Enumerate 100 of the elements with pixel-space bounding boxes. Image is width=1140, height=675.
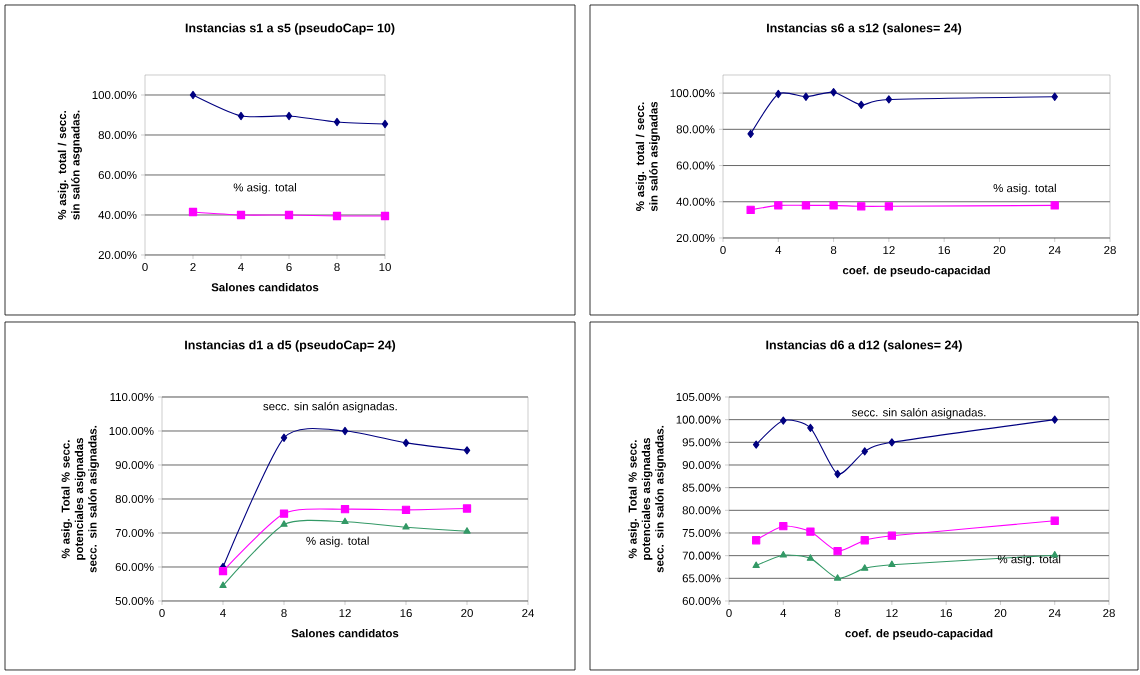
point	[402, 523, 410, 530]
point	[834, 469, 841, 479]
point	[219, 581, 227, 589]
point	[381, 119, 389, 129]
x-tick-label: 20	[994, 609, 1007, 618]
point	[752, 561, 760, 568]
point	[188, 207, 198, 217]
point	[189, 90, 197, 100]
x-tick-label: 8	[834, 609, 841, 618]
point	[1050, 201, 1059, 210]
x-tick-label: 20	[461, 609, 473, 618]
point	[341, 426, 349, 436]
x-tick-label: 28	[1103, 609, 1115, 618]
point	[833, 574, 842, 581]
point	[861, 447, 868, 456]
y-tick-label: 80.00%	[115, 494, 154, 504]
x-tick-label: 16	[938, 246, 951, 255]
point	[401, 505, 411, 515]
y-tick-label: 20.00%	[98, 250, 137, 260]
chart-title: Instancias s1 a s5 (pseudoCap= 10)	[185, 23, 395, 35]
point	[780, 416, 787, 425]
x-tick-label: 4	[775, 246, 782, 254]
point	[830, 88, 837, 97]
point	[802, 92, 810, 101]
y-tick-label: 90.00%	[115, 460, 154, 470]
x-tick-label: 24	[1048, 609, 1061, 617]
y-tick-label: 100.00%	[109, 426, 154, 436]
y-axis-title: % asig. total / secc. sin salón asignadas	[635, 101, 660, 212]
x-tick-label: 0	[159, 609, 165, 618]
x-tick-label: 4	[238, 263, 244, 271]
x-tick-label: 16	[400, 609, 412, 618]
y-tick-label: 100.00%	[676, 415, 721, 424]
point	[801, 201, 811, 210]
x-tick-label: 12	[883, 246, 895, 254]
annotation: secc. sin salón asignadas.	[263, 401, 397, 413]
x-tick-label: 24	[1048, 246, 1061, 254]
x-tick-label: 24	[522, 609, 535, 617]
point	[285, 111, 293, 121]
point	[857, 202, 866, 211]
y-tick-label: 80.00%	[682, 506, 721, 515]
point	[279, 509, 289, 518]
x-tick-label: 10	[379, 263, 391, 272]
y-tick-label: 60.00%	[98, 170, 137, 180]
x-tick-label: 12	[339, 609, 351, 617]
y-tick-label: 105.00%	[676, 392, 721, 402]
y-tick-label: 110.00%	[110, 392, 154, 402]
x-tick-label: 12	[886, 609, 898, 617]
x-tick-label: 0	[726, 609, 732, 618]
point	[775, 89, 782, 99]
x-tick-label: 2	[190, 263, 196, 271]
point	[218, 566, 228, 576]
point	[806, 554, 815, 561]
y-tick-label: 75.00%	[682, 528, 721, 538]
point	[237, 111, 245, 121]
y-tick-label: 80.00%	[676, 125, 715, 134]
point	[280, 520, 288, 527]
point	[752, 536, 761, 545]
y-tick-label: 40.00%	[676, 197, 715, 206]
point	[463, 527, 471, 534]
y-tick-label: 70.00%	[115, 528, 154, 538]
chart-title: Instancias d6 a d12 (salones= 24)	[766, 340, 962, 352]
point	[284, 210, 294, 220]
x-tick-label: 8	[830, 246, 837, 255]
x-tick-label: 8	[334, 263, 340, 272]
point	[236, 210, 246, 220]
point	[857, 100, 865, 110]
y-axis-title: % asig. Total % secc. potenciales asignadas secc. sin salón asignadas.	[61, 425, 99, 573]
x-tick-label: 20	[993, 246, 1006, 255]
point	[774, 201, 783, 210]
point	[779, 551, 787, 558]
point	[332, 211, 342, 221]
chart-title: Instancias s6 a s12 (salones= 24)	[767, 23, 962, 35]
point	[829, 201, 838, 210]
point	[1050, 516, 1059, 525]
x-tick-label: 8	[281, 609, 287, 618]
point	[885, 95, 893, 104]
y-tick-label: 95.00%	[682, 438, 721, 447]
point	[747, 129, 754, 138]
x-tick-label: 4	[220, 609, 226, 617]
point	[463, 446, 471, 455]
x-axis-title: coef. de pseudo-capacidad	[842, 265, 990, 277]
y-tick-label: 65.00%	[682, 574, 721, 583]
y-tick-label: 85.00%	[682, 483, 721, 492]
point	[860, 536, 869, 545]
point	[380, 211, 390, 221]
x-tick-label: 6	[286, 263, 292, 272]
x-tick-label: 0	[720, 246, 726, 255]
point	[340, 505, 350, 514]
point	[1051, 415, 1058, 424]
y-axis-title: % asig. total / secc. sin salón asgnadas.	[57, 110, 82, 220]
x-axis-title: Salones candidatos	[211, 282, 319, 292]
x-axis-title: Salones candidatos	[291, 628, 399, 638]
point	[462, 504, 472, 513]
x-axis-title: coef. de pseudo-capacidad	[845, 628, 993, 640]
annotation: % asig. total	[306, 536, 369, 548]
y-tick-label: 40.00%	[98, 210, 137, 220]
point	[833, 546, 842, 556]
point	[888, 438, 896, 447]
point	[746, 205, 755, 215]
point	[806, 527, 815, 536]
